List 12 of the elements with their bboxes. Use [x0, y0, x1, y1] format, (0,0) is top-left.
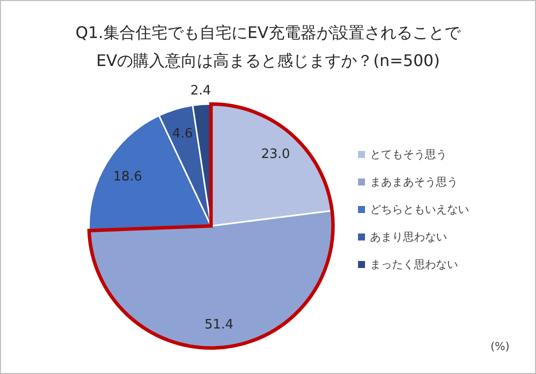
data-label: 23.0: [261, 146, 290, 162]
data-label: 51.4: [204, 317, 234, 332]
legend-label: あまり思わない: [370, 230, 447, 244]
legend-label: どちらともいえない: [370, 203, 469, 216]
chart-title: Q1.集合住宅でも自宅にEV充電器が設置されることで EVの購入意向は高まると感じますか？(n=500): [76, 23, 462, 70]
legend-label: とてもそう思う: [370, 148, 447, 161]
legend-label: まったく思わない: [370, 258, 458, 271]
data-label: 18.6: [113, 169, 142, 184]
text: (%): [490, 340, 510, 353]
data-label: 2.4: [190, 84, 212, 99]
legend-label: まあまあそう思う: [370, 176, 458, 188]
data-label: 4.6: [172, 126, 193, 142]
